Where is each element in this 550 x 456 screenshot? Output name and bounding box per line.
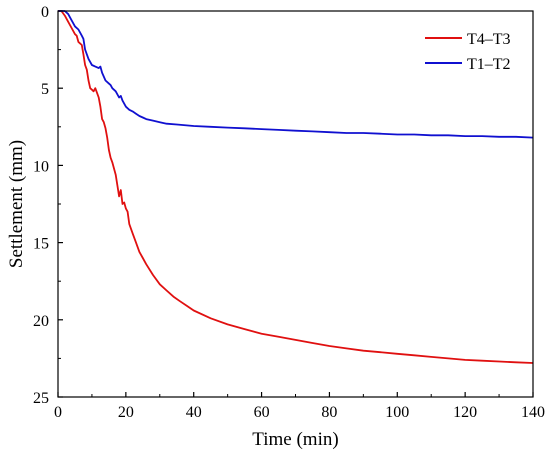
x-tick-label: 120 [453,404,477,421]
y-tick-label: 5 [41,81,49,98]
y-tick-label: 0 [41,4,49,21]
x-tick-label: 60 [254,404,270,421]
y-tick-label: 15 [33,236,49,253]
x-tick-label: 100 [385,404,409,421]
x-tick-label: 140 [521,404,545,421]
legend-label-1: T4–T3 [467,31,511,48]
y-axis-title: Settlement (mm) [6,140,27,268]
series-line-1 [58,10,534,364]
series-line-2 [58,10,534,139]
series-layer [58,10,534,364]
y-tick-label: 25 [33,390,49,407]
x-tick-label: 20 [118,404,134,421]
x-axis-title: Time (min) [252,429,338,450]
x-tick-label: 40 [186,404,202,421]
x-tick-label: 0 [54,404,62,421]
y-tick-label: 10 [33,158,49,175]
y-tick-label: 20 [33,313,49,330]
x-tick-label: 80 [321,404,337,421]
legend: T4–T3 T1–T2 [425,31,511,73]
axes-layer: 0 20 40 60 80 100 120 140 0 5 10 15 20 25 [33,4,545,421]
legend-label-2: T1–T2 [467,56,511,73]
